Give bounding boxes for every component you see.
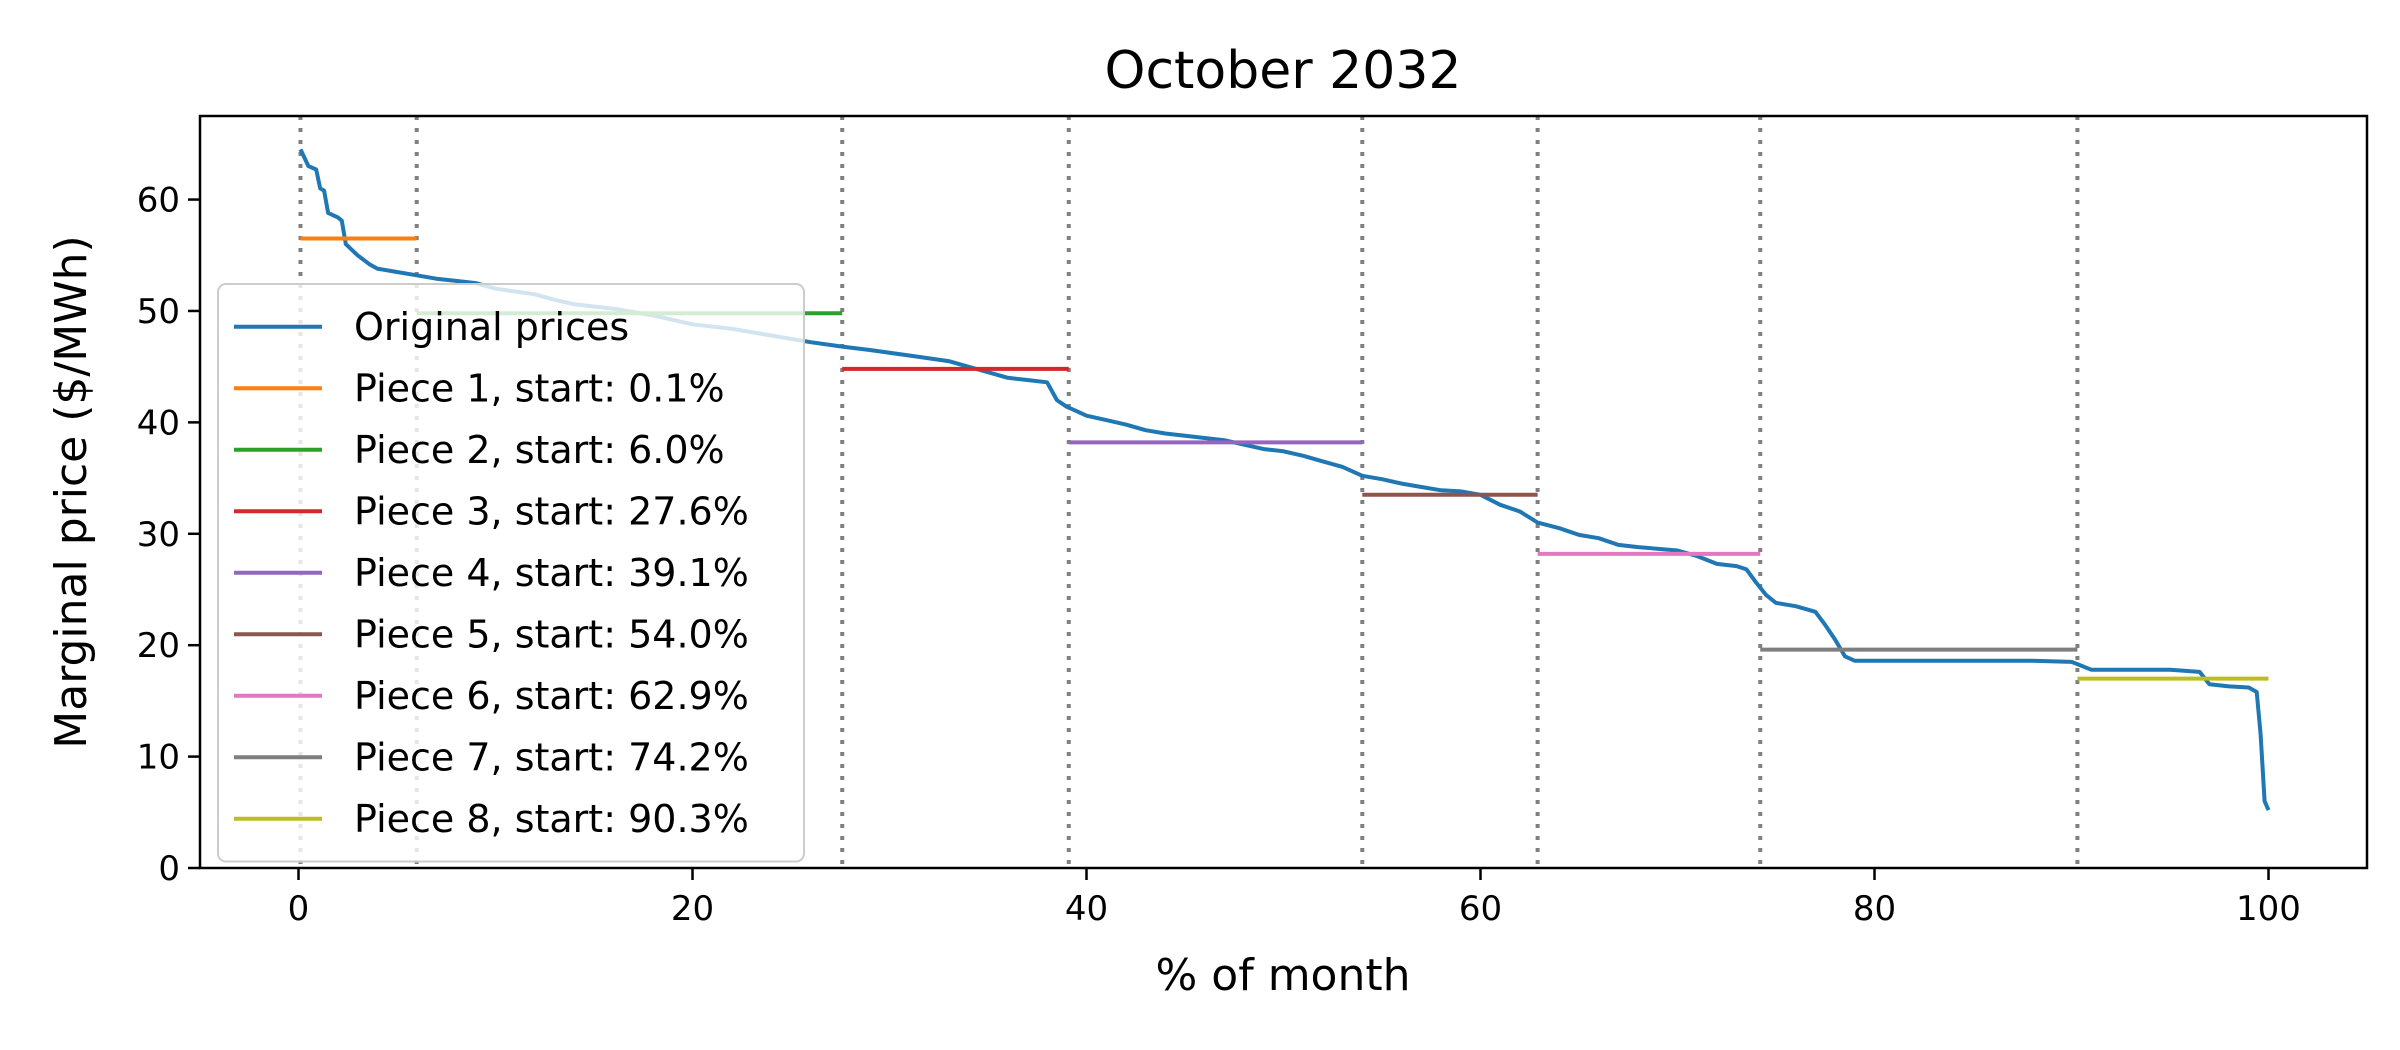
y-axis-label: Marginal price ($/MWh) — [46, 235, 97, 748]
legend-label: Piece 2, start: 6.0% — [354, 428, 725, 472]
legend-box — [217, 283, 805, 863]
y-tick-label: 20 — [137, 626, 180, 666]
legend-label: Piece 8, start: 90.3% — [354, 797, 749, 841]
x-axis-label: % of month — [1156, 950, 1411, 1001]
legend-label: Piece 5, start: 54.0% — [354, 612, 749, 656]
legend-label: Piece 6, start: 62.9% — [354, 674, 749, 718]
x-tick-label: 0 — [288, 889, 310, 929]
x-tick-label: 60 — [1459, 889, 1502, 929]
legend: Original prices Piece 1, start: 0.1% Piece… — [217, 283, 805, 863]
x-tick-label: 100 — [2236, 889, 2301, 929]
legend-label: Piece 1, start: 0.1% — [354, 366, 725, 410]
x-tick-label: 20 — [671, 889, 714, 929]
y-tick-label: 60 — [137, 181, 180, 221]
x-tick-label: 80 — [1853, 889, 1896, 929]
legend-label: Piece 4, start: 39.1% — [354, 551, 749, 595]
chart-title: October 2032 — [1105, 41, 1462, 101]
legend-label: Piece 3, start: 27.6% — [354, 489, 749, 533]
x-axis-ticks: 0 20 40 60 80 100 — [288, 868, 2301, 929]
y-tick-label: 0 — [158, 849, 180, 889]
y-tick-label: 30 — [137, 515, 180, 555]
y-axis-ticks: 0 10 20 30 40 50 60 — [137, 181, 200, 889]
plot-frame — [198, 114, 2369, 870]
y-tick-label: 10 — [137, 738, 180, 778]
y-tick-label: 40 — [137, 403, 180, 443]
legend-label: Original prices — [354, 305, 629, 349]
y-tick-label: 50 — [137, 292, 180, 332]
x-tick-label: 40 — [1065, 889, 1108, 929]
legend-label: Piece 7, start: 74.2% — [354, 735, 749, 779]
